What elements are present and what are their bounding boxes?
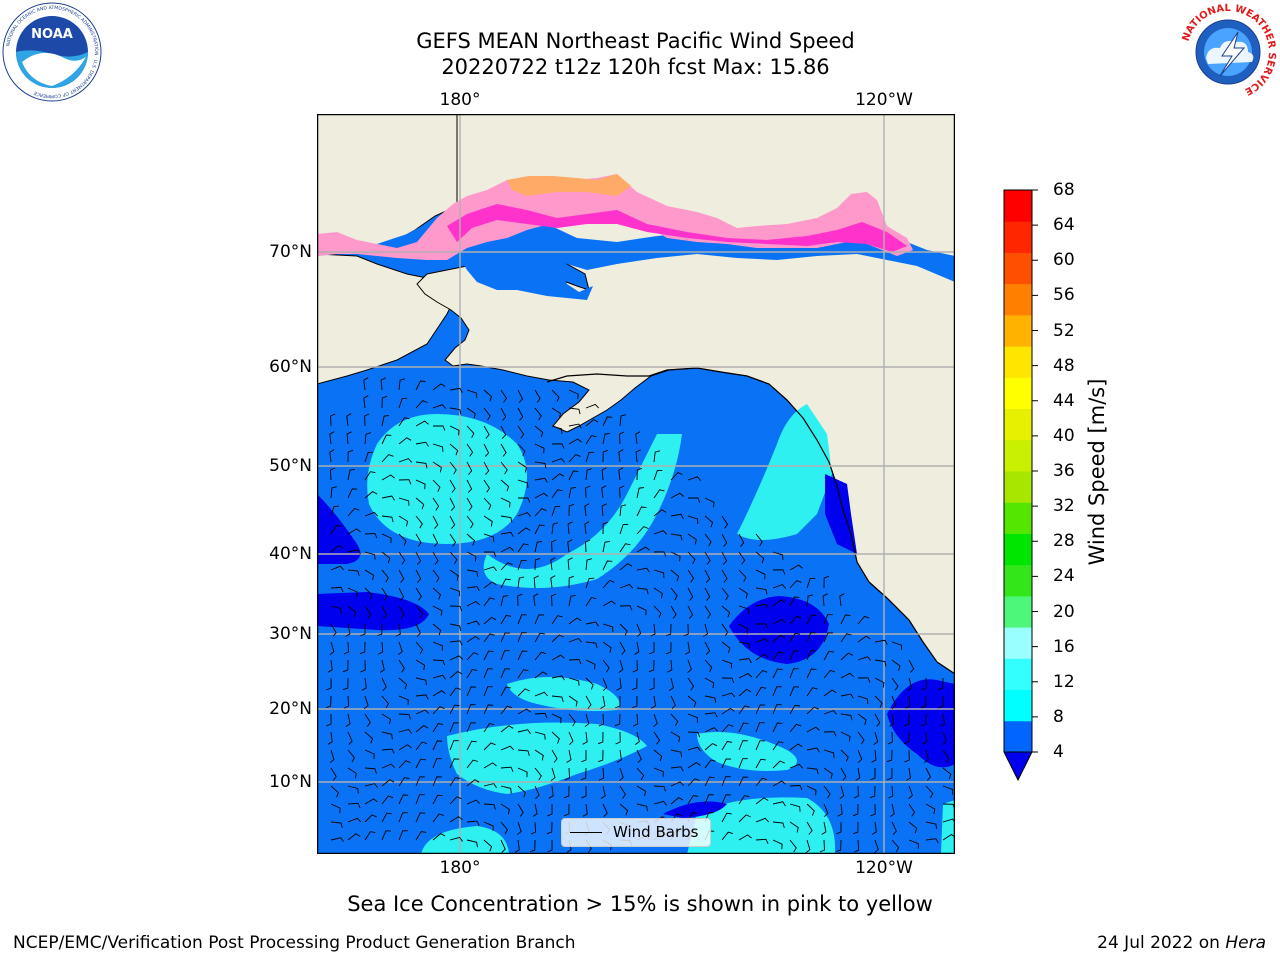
colorbar-tick-label: 44 <box>1053 390 1075 411</box>
colorbar-tick-label: 56 <box>1053 285 1075 306</box>
wind-region-cyan-arc <box>483 434 682 588</box>
map-legend: Wind Barbs <box>561 818 711 847</box>
wind-region-calm-baja <box>887 679 955 768</box>
lat-tick-70n: 70°N <box>269 242 312 262</box>
colorbar-segment <box>1004 439 1032 472</box>
wind-region-calm-west2 <box>317 494 361 564</box>
colorbar-tick-label: 8 <box>1053 706 1064 727</box>
wind-region-calm-mid <box>729 596 829 664</box>
colorbar-segment <box>1004 564 1032 597</box>
colorbar-segment <box>1004 627 1032 659</box>
wind-region-calm-coast <box>825 474 857 554</box>
wind-region-cyan-southeast <box>697 732 797 771</box>
footer-credit: NCEP/EMC/Verification Post Processing Pr… <box>13 933 576 953</box>
colorbar-segment <box>1004 346 1032 378</box>
coastline-alaska <box>546 367 955 675</box>
colorbar-tick-label: 20 <box>1053 601 1075 622</box>
sea-ice-edge <box>447 204 907 252</box>
lat-tick-60n: 60°N <box>269 357 312 377</box>
lat-tick-30n: 30°N <box>269 624 312 644</box>
colorbar-tick-label: 48 <box>1053 355 1075 376</box>
colorbar-segment <box>1004 408 1032 441</box>
wind-region-cyan-bottom <box>687 797 836 854</box>
legend-label: Wind Barbs <box>613 823 699 841</box>
lon-tick-top-180: 180° <box>439 90 481 110</box>
colorbar-segment <box>1004 658 1032 691</box>
wind-speed-map <box>317 114 955 854</box>
sea-ice-yellow <box>507 174 631 196</box>
colorbar-tick-label: 40 <box>1053 425 1075 446</box>
colorbar-tick-label: 60 <box>1053 250 1075 271</box>
wind-barbs <box>325 377 955 854</box>
colorbar-tick-label: 64 <box>1053 215 1075 236</box>
colorbar-tick-label: 12 <box>1053 671 1075 692</box>
lon-tick-bottom-120w: 120°W <box>855 858 913 878</box>
chart-subtitle: 20220722 t12z 120h fcst Max: 15.86 <box>441 55 830 79</box>
colorbar-segment <box>1004 689 1032 722</box>
lon-tick-bottom-180: 180° <box>439 858 481 878</box>
map-frame <box>317 114 955 854</box>
colorbar-segment <box>1004 283 1032 316</box>
wind-region-cyan-east <box>737 404 832 540</box>
colorbar-tick-label: 68 <box>1053 180 1075 200</box>
wind-region-cyan-bottom-left <box>421 826 509 854</box>
nws-logo: NATIONAL WEATHER SERVICE <box>1180 3 1277 100</box>
footer-host: Hera <box>1225 933 1266 953</box>
colorbar-segment <box>1004 190 1032 222</box>
colorbar-tick-label: 32 <box>1053 496 1075 517</box>
colorbar-tick-label: 52 <box>1053 320 1075 341</box>
footer-date: 24 Jul 2022 on Hera <box>1097 933 1266 953</box>
sea-ice-note: Sea Ice Concentration > 15% is shown in … <box>347 892 933 916</box>
colorbar-tick-label: 4 <box>1053 742 1064 762</box>
colorbar-segment <box>1004 720 1032 753</box>
colorbar-segment <box>1004 314 1032 347</box>
footer-date-text: 24 Jul 2022 on <box>1097 933 1226 953</box>
lon-tick-top-120w: 120°W <box>855 90 913 110</box>
lat-tick-10n: 10°N <box>269 772 312 792</box>
colorbar-segment <box>1004 221 1032 253</box>
chart-title: GEFS MEAN Northeast Pacific Wind Speed <box>416 29 855 53</box>
colorbar-segment <box>1004 471 1032 503</box>
lat-tick-40n: 40°N <box>269 544 312 564</box>
colorbar-tick-label: 24 <box>1053 566 1075 587</box>
wind-region-cyan-west <box>367 414 527 544</box>
colorbar-segment <box>1004 533 1032 566</box>
wind-region-calm-south <box>663 801 727 818</box>
lat-tick-20n: 20°N <box>269 699 312 719</box>
colorbar-tick-label: 28 <box>1053 531 1075 552</box>
colorbar-tick-label: 16 <box>1053 636 1075 657</box>
colorbar <box>1003 189 1038 782</box>
svg-text:NOAA: NOAA <box>31 27 73 42</box>
colorbar-segment <box>1004 377 1032 410</box>
colorbar-tick-label: 36 <box>1053 461 1075 481</box>
wind-region-cyan-hawaii <box>507 677 620 712</box>
colorbar-segment <box>1004 502 1032 534</box>
colorbar-under-arrow <box>1003 751 1033 782</box>
wind-region-calm-west <box>317 592 429 631</box>
colorbar-segment <box>1004 595 1032 628</box>
colorbar-segment <box>1004 252 1032 285</box>
colorbar-label: Wind Speed [m/s] <box>1085 378 1109 566</box>
noaa-logo: NOAA NATIONAL OCEANIC AND ATMOSPHERIC AD… <box>2 2 102 102</box>
lat-tick-50n: 50°N <box>269 456 312 476</box>
wind-region-cyan-bottom-right <box>941 800 955 854</box>
legend-line-swatch <box>570 832 602 834</box>
wind-region-cyan-south <box>447 722 647 794</box>
